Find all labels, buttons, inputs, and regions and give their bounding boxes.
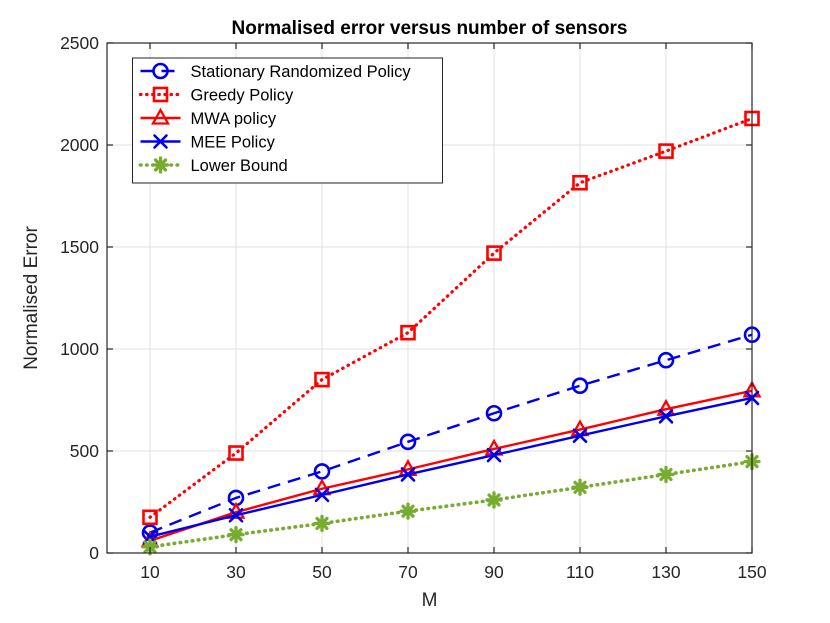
y-tick-label: 2500 [60,33,99,53]
circle-marker [399,433,417,451]
circle-marker [571,377,589,395]
plot-box [106,42,753,554]
asterisk-marker [227,525,245,544]
asterisk-marker [485,491,503,509]
circle-marker [152,62,169,80]
legend-label: Lower Bound [191,157,288,175]
triangle-marker [151,107,170,125]
x-marker [314,487,330,503]
square-marker [152,86,169,103]
square-marker [142,509,158,526]
y-tick-label: 500 [70,441,99,461]
series-lower-bound [141,452,761,556]
x-marker [153,134,168,149]
x-tick-label: 130 [651,562,680,582]
series-line [149,396,753,538]
legend-label: MEE Policy [191,134,276,152]
asterisk-marker [657,465,675,484]
legend-label: MWA policy [191,110,277,128]
x-marker [572,428,588,443]
square-marker [658,143,674,159]
x-tick-label: 10 [140,562,160,582]
axis-layer [106,42,753,554]
y-tick-label: 1500 [60,237,99,257]
x-marker [228,507,244,523]
x-marker [400,467,416,482]
series-stationary-randomized-policy [141,326,761,541]
x-marker [486,447,502,463]
legend-box [132,57,443,184]
chart-title: Normalised error versus number of sensor… [232,18,628,39]
y-tick-label: 1000 [60,339,99,359]
y-axis-label: Normalised Error [21,226,42,370]
square-marker [572,174,588,191]
legend-label: Greedy Policy [191,87,294,105]
legend-label: Stationary Randomized Policy [191,63,412,81]
x-tick-label: 30 [226,562,246,582]
asterisk-marker [571,478,589,496]
legend-row: Lower Bound [138,156,288,175]
square-marker [314,371,330,388]
asterisk-marker [313,514,331,533]
square-marker [228,445,244,461]
y-tick-label: 2000 [60,135,99,155]
x-axis-label: M [422,590,438,611]
legend-row: Stationary Randomized Policy [140,62,412,81]
legend: Stationary Randomized Policy Greedy Polic… [132,57,443,184]
x-tick-label: 110 [566,562,594,582]
series-mee-policy [142,390,760,544]
y-tick-label: 0 [89,543,99,563]
series-line [149,389,753,542]
x-tick-label: 150 [737,562,766,582]
x-tick-label: 50 [312,562,332,582]
legend-row: MEE Policy [140,134,276,152]
square-marker [486,245,502,261]
x-tick-label: 90 [484,562,504,582]
series-line [148,116,754,519]
asterisk-marker [151,156,170,174]
series-layer [140,110,762,556]
x-marker [658,409,674,424]
square-marker [400,324,416,341]
series-line [149,333,753,534]
series-line [148,459,754,549]
circle-marker [657,351,675,369]
x-tick-label: 70 [398,562,418,582]
circle-marker [485,404,503,422]
legend-row: Greedy Policy [138,86,294,105]
asterisk-marker [141,538,159,556]
legend-row: MWA policy [140,107,277,128]
asterisk-marker [399,502,417,520]
